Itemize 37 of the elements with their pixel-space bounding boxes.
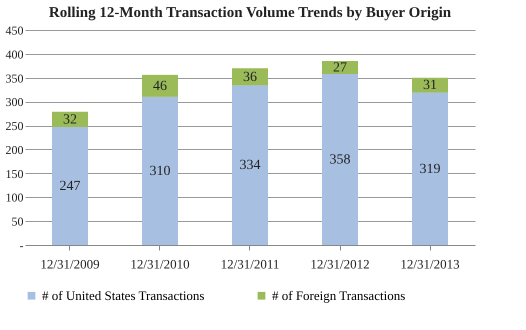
x-tick-label: 12/31/2009	[40, 256, 100, 272]
y-tick-label: 250	[6, 119, 24, 134]
bar	[142, 74, 178, 97]
legend-label: # of United States Transactions	[42, 288, 204, 303]
data-label: 31	[423, 78, 437, 94]
data-label: 319	[420, 162, 440, 177]
y-tick-label: 400	[6, 47, 24, 62]
x-tick-label: 12/31/2013	[400, 256, 460, 272]
bar	[52, 112, 88, 127]
data-label: 32	[63, 112, 77, 128]
y-tick-label: 100	[6, 190, 24, 205]
chart-title: Rolling 12-Month Transaction Volume Trends by Buyer Origin	[48, 5, 452, 21]
y-tick-label: 200	[6, 142, 24, 157]
y-tick-label: 50	[12, 214, 24, 229]
legend-label: # of Foreign Transactions	[272, 288, 406, 303]
y-tick-label: 150	[6, 166, 24, 181]
x-tick-label: 12/31/2010	[130, 256, 190, 272]
bar	[412, 92, 448, 245]
x-tick-label: 12/31/2011	[220, 256, 280, 272]
bar	[52, 126, 88, 245]
y-tick-label: 300	[6, 95, 24, 110]
x-tick-label: 12/31/2012	[310, 256, 370, 272]
data-label: 27	[333, 60, 347, 76]
data-label: 36	[243, 70, 257, 85]
data-label: 358	[330, 152, 350, 168]
data-label: 46	[153, 78, 167, 94]
data-label: 247	[60, 178, 80, 194]
bar	[322, 74, 358, 245]
data-label: 310	[150, 164, 170, 179]
y-tick-label: 350	[6, 71, 24, 86]
y-tick-label: 450	[6, 24, 24, 38]
bar	[232, 85, 268, 245]
bar	[232, 68, 268, 86]
y-tick-label: -	[20, 238, 24, 252]
data-label: 334	[240, 158, 260, 174]
bar	[142, 96, 178, 245]
bar	[322, 61, 358, 74]
